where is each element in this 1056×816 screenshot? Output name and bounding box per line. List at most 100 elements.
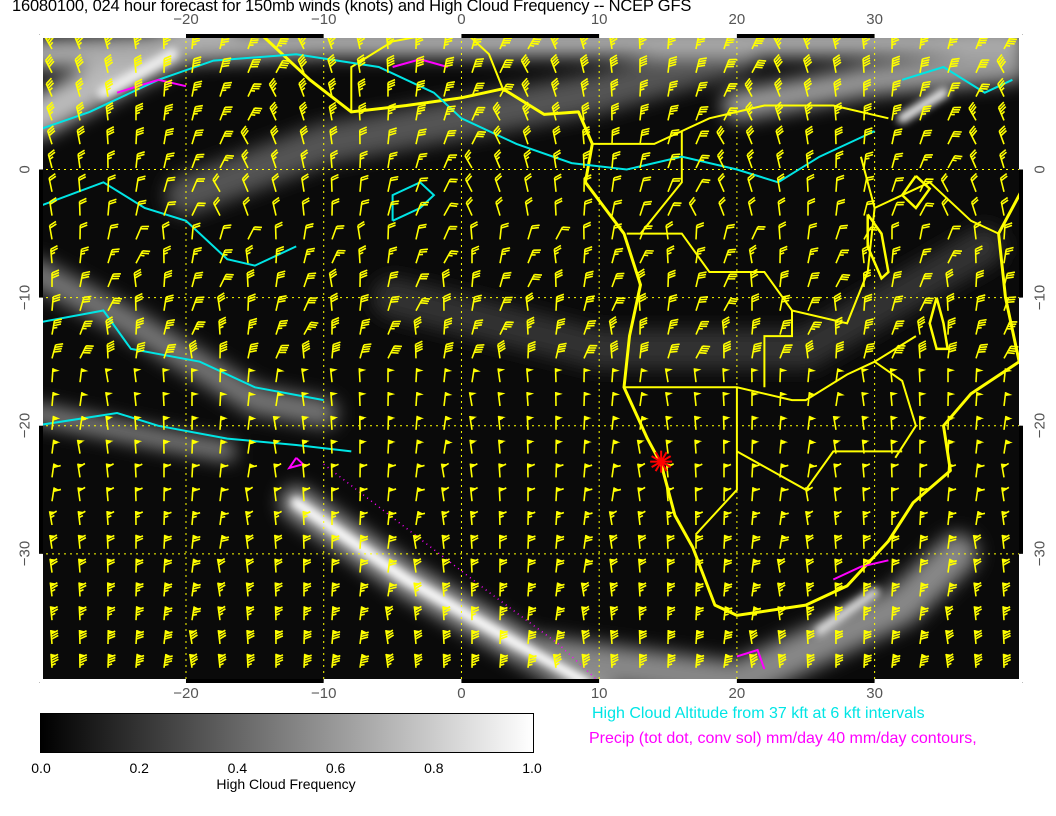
frame-bar [874, 34, 1022, 38]
barb-staff [269, 101, 278, 121]
wind-barb [666, 582, 676, 597]
wind-barb [443, 341, 454, 359]
wind-barb [135, 175, 146, 192]
barb-flag [332, 630, 341, 635]
barb-flag [192, 463, 200, 468]
barb-flag [107, 582, 115, 587]
wind-barb [162, 368, 171, 383]
barb-flag [1003, 630, 1011, 635]
wind-barb [526, 439, 535, 454]
lon-tick-bottom: −10 [310, 685, 337, 702]
wind-barb [275, 319, 288, 335]
barb-flag [809, 392, 817, 397]
wind-barb [330, 487, 340, 502]
precip-contour [286, 457, 306, 470]
barb-flag [78, 558, 86, 563]
wind-barb [443, 250, 459, 264]
barb-staff [104, 77, 114, 97]
barb-flag [193, 534, 201, 539]
barb-staff [553, 173, 562, 192]
barb-staff [329, 149, 339, 169]
wind-barb [303, 247, 316, 264]
barb-flag [976, 368, 984, 373]
wind-barb [667, 80, 679, 97]
wind-barb [863, 226, 879, 240]
wind-barb [76, 125, 86, 145]
barb-staff [387, 151, 398, 169]
wind-barb [835, 224, 848, 240]
barb-flag [528, 558, 536, 563]
barb-staff [240, 125, 249, 145]
barb-flag [725, 653, 733, 658]
wind-barb [835, 653, 844, 668]
wind-barb [723, 58, 737, 74]
barb-staff [891, 320, 905, 335]
wind-barb [608, 315, 618, 335]
wind-barb [947, 57, 960, 74]
barb-staff [807, 247, 819, 264]
barb-flag [164, 582, 173, 587]
wind-barb [555, 510, 565, 526]
barb-staff [328, 101, 338, 121]
wind-barb [555, 226, 571, 240]
barb-staff [79, 320, 93, 335]
wind-barb [550, 53, 560, 74]
barb-flag [949, 511, 957, 516]
barb-flag [276, 653, 283, 658]
barb-staff [247, 293, 256, 311]
wind-barb [358, 126, 368, 145]
wind-barb [107, 248, 120, 264]
wind-barb [918, 415, 927, 430]
wind-barb [51, 269, 60, 287]
barb-flag [49, 511, 57, 516]
barb-staff [329, 368, 333, 383]
wind-barb [749, 653, 759, 668]
wind-barb [695, 154, 710, 169]
barb-flag [248, 368, 257, 373]
wind-barb [581, 629, 591, 645]
wind-barb [804, 486, 814, 502]
wind-barb [135, 102, 144, 121]
wind-barb [833, 510, 842, 526]
barb-staff [947, 82, 961, 97]
wind-barb [583, 295, 596, 311]
wind-barb [779, 487, 789, 502]
barb-flag [582, 630, 590, 635]
wind-barb [51, 463, 61, 478]
barb-flag [220, 439, 229, 444]
wind-barb [776, 557, 786, 573]
wind-barb [554, 391, 563, 407]
wind-barb [358, 245, 367, 264]
barb-flag [557, 582, 565, 587]
barb-staff [499, 321, 514, 335]
wind-barb [553, 173, 562, 192]
barb-staff [997, 101, 1007, 121]
wind-barb [583, 320, 597, 335]
lat-tick-right: −10 [1031, 284, 1049, 310]
cloud-band [40, 404, 237, 461]
barb-staff [947, 106, 962, 121]
barb-flag [470, 511, 478, 516]
barb-flag [834, 511, 842, 516]
wind-barb [135, 250, 151, 264]
wind-barb [273, 462, 282, 478]
wind-barb [415, 177, 429, 193]
wind-barb [415, 511, 426, 526]
wind-barb [244, 486, 254, 502]
barb-flag [974, 606, 982, 611]
barb-staff [639, 341, 649, 359]
barb-flag [191, 368, 199, 373]
frame-bar [461, 34, 600, 38]
wind-barb [833, 462, 842, 478]
barb-flag [753, 558, 761, 563]
wind-barb [275, 270, 286, 288]
barb-staff [247, 107, 263, 121]
barb-staff [415, 201, 429, 216]
wind-barb [526, 463, 536, 478]
wind-barb [247, 439, 257, 454]
barb-staff [163, 103, 174, 121]
wind-barb [970, 172, 978, 193]
wind-barb [191, 606, 202, 621]
wind-barb [269, 101, 278, 121]
wind-barb [639, 103, 649, 121]
